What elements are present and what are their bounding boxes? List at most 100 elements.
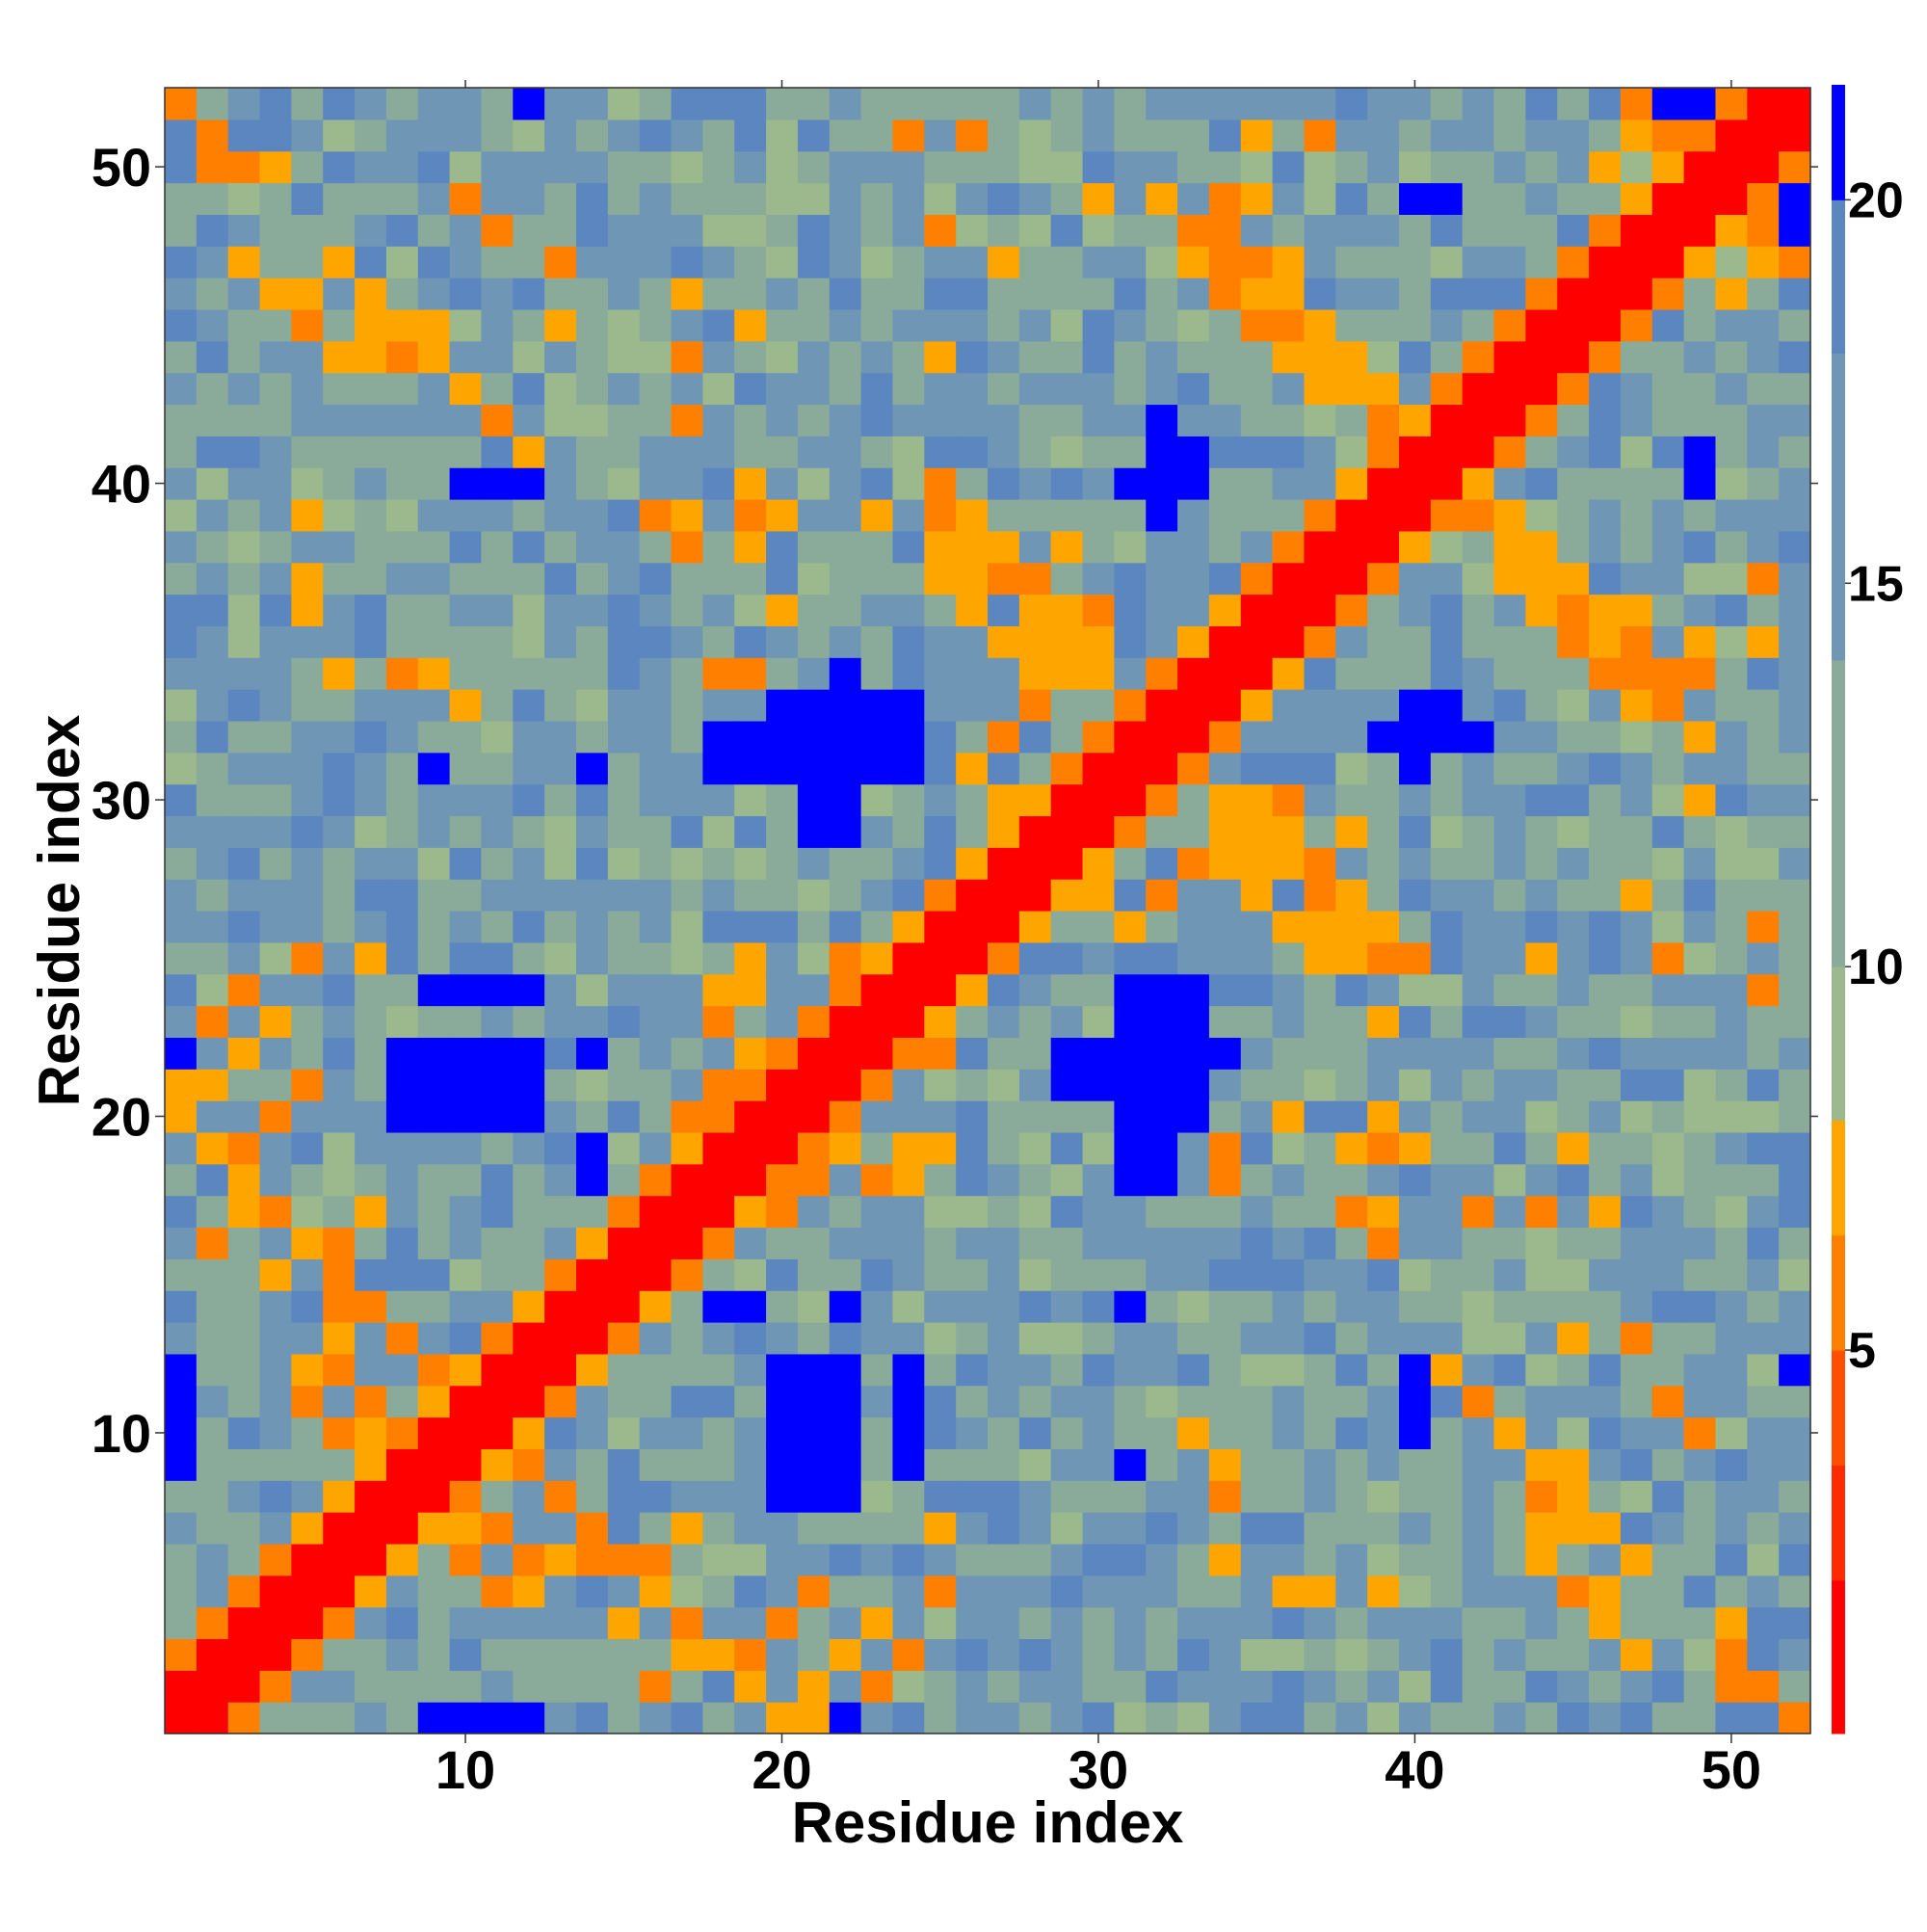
heatmap-cell — [1304, 1638, 1336, 1671]
heatmap-cell — [1747, 1606, 1780, 1640]
heatmap-cell — [1493, 1606, 1526, 1640]
heatmap-cell — [1683, 214, 1717, 247]
heatmap-cell — [860, 720, 894, 754]
heatmap-cell — [449, 973, 483, 1007]
heatmap-cell — [291, 1670, 324, 1703]
heatmap-cell — [607, 1448, 641, 1481]
heatmap-cell — [355, 1385, 387, 1418]
heatmap-cell — [1208, 689, 1242, 722]
heatmap-cell — [1779, 783, 1811, 817]
heatmap-cell — [385, 150, 419, 184]
heatmap-cell — [1779, 88, 1811, 120]
heatmap-cell — [766, 372, 799, 406]
heatmap-cell — [766, 815, 799, 848]
heatmap-cell — [544, 1606, 577, 1640]
heatmap-cell — [734, 689, 767, 722]
heatmap-cell — [1779, 911, 1811, 943]
heatmap-cell — [1114, 1702, 1147, 1734]
heatmap-cell — [1146, 372, 1178, 406]
heatmap-cell — [1177, 436, 1210, 468]
heatmap-cell — [385, 1575, 419, 1608]
heatmap-cell — [1462, 720, 1495, 754]
heatmap-cell — [1683, 752, 1717, 785]
y-tick-label: 40 — [92, 454, 151, 515]
heatmap-cell — [607, 436, 641, 468]
heatmap-cell — [291, 815, 324, 848]
heatmap-cell — [1462, 562, 1495, 595]
heatmap-cell — [449, 1005, 483, 1038]
heatmap-cell — [165, 1385, 198, 1418]
heatmap-cell — [227, 278, 261, 310]
heatmap-cell — [1525, 1100, 1558, 1133]
heatmap-cell — [956, 1195, 989, 1229]
heatmap-cell — [576, 182, 609, 215]
heatmap-cell — [1525, 1448, 1558, 1481]
heatmap-cell — [1114, 1100, 1147, 1133]
heatmap-cell — [1651, 1480, 1685, 1513]
heatmap-cell — [1335, 752, 1368, 785]
heatmap-cell — [671, 119, 703, 152]
heatmap-cell — [1620, 625, 1653, 658]
plot-frame — [164, 87, 1811, 1734]
heatmap-cell — [259, 911, 292, 943]
heatmap-cell — [829, 530, 862, 564]
heatmap-cell — [1430, 214, 1464, 247]
heatmap-cell — [385, 1069, 419, 1101]
heatmap-cell — [1715, 1702, 1748, 1734]
heatmap-cell — [291, 847, 324, 880]
heatmap-cell — [607, 1480, 641, 1513]
heatmap-cell — [1399, 1575, 1432, 1608]
heatmap-cell — [1367, 436, 1400, 468]
heatmap-cell — [829, 1227, 862, 1259]
heatmap-cell — [1715, 562, 1748, 595]
heatmap-cell — [829, 1543, 862, 1576]
heatmap-cell — [1462, 815, 1495, 848]
heatmap-cell — [1304, 1290, 1336, 1323]
heatmap-cell — [1082, 246, 1115, 278]
heatmap-cell — [892, 720, 925, 754]
heatmap-cell — [1430, 879, 1464, 912]
heatmap-cell — [1779, 1416, 1811, 1449]
heatmap-cell — [1779, 625, 1811, 658]
heatmap-cell — [196, 720, 229, 754]
heatmap-cell — [1367, 1037, 1400, 1070]
heatmap-cell — [1114, 720, 1147, 754]
heatmap-cell — [797, 941, 831, 975]
heatmap-cell — [1114, 214, 1147, 247]
heatmap-cell — [1525, 404, 1558, 437]
heatmap-cell — [165, 467, 198, 500]
heatmap-cell — [544, 1163, 577, 1197]
heatmap-cell — [1651, 467, 1685, 500]
heatmap-cell — [165, 594, 198, 626]
heatmap-cell — [385, 1353, 419, 1387]
heatmap-cell — [1272, 1480, 1306, 1513]
colorbar-segment — [1832, 1120, 1845, 1236]
heatmap-cell — [607, 1258, 641, 1291]
heatmap-cell — [1399, 1322, 1432, 1355]
heatmap-cell — [544, 340, 577, 374]
heatmap-cell — [355, 88, 387, 120]
heatmap-cell — [385, 1416, 419, 1449]
heatmap-cell — [956, 1069, 989, 1101]
heatmap-cell — [734, 1385, 767, 1418]
heatmap-cell — [544, 625, 577, 658]
heatmap-cell — [227, 119, 261, 152]
heatmap-cell — [165, 1670, 198, 1703]
heatmap-cell — [196, 1606, 229, 1640]
heatmap-cell — [639, 1100, 673, 1133]
heatmap-cell — [892, 562, 925, 595]
heatmap-cell — [1683, 1670, 1717, 1703]
heatmap-cell — [1367, 1163, 1400, 1197]
heatmap-cell — [1525, 911, 1558, 943]
heatmap-cell — [513, 1163, 545, 1197]
heatmap-cell — [1367, 1322, 1400, 1355]
heatmap-cell — [1525, 88, 1558, 120]
heatmap-cell — [860, 278, 894, 310]
heatmap-cell — [1620, 1385, 1653, 1418]
heatmap-cell — [165, 1702, 198, 1734]
heatmap-cell — [924, 562, 957, 595]
heatmap-cell — [513, 562, 545, 595]
heatmap-cell — [988, 594, 1020, 626]
heatmap-cell — [1715, 1290, 1748, 1323]
heatmap-cell — [607, 1322, 641, 1355]
